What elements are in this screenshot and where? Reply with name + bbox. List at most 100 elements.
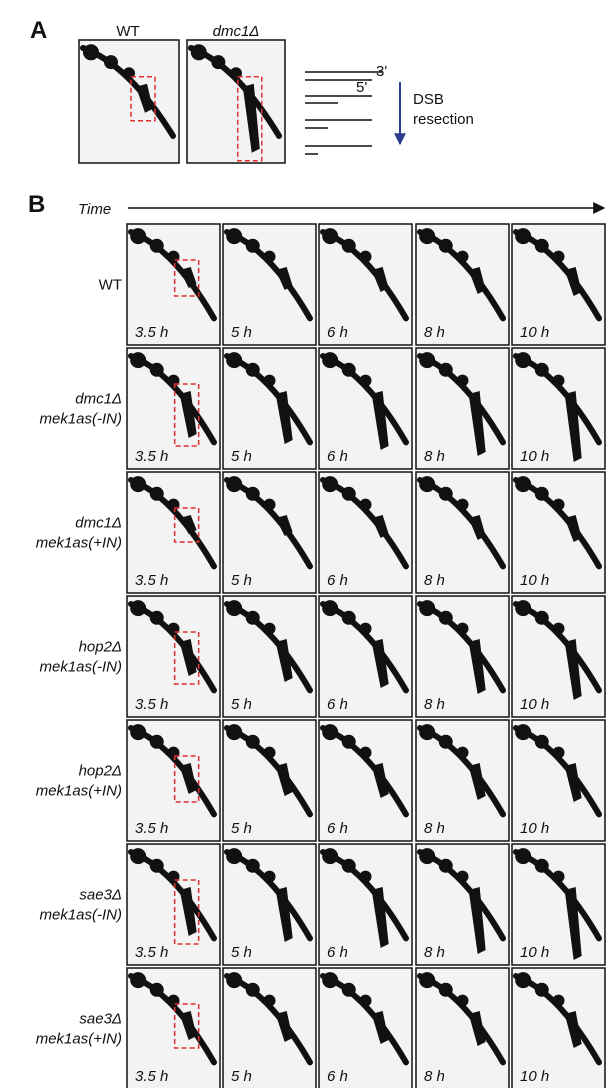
time-label: 3.5 h — [135, 572, 168, 589]
genotype-label: sae3Δ — [79, 1011, 122, 1028]
blot-spot — [457, 995, 469, 1007]
time-label: 8 h — [424, 820, 445, 837]
genotype-label: sae3Δ — [79, 887, 122, 904]
blot-spot — [130, 724, 146, 740]
blot-spot — [553, 871, 565, 883]
blot-spot — [246, 611, 260, 625]
blot-spot — [226, 228, 242, 244]
time-label: 5 h — [231, 820, 252, 837]
blot-spot — [130, 352, 146, 368]
blot-spot — [130, 848, 146, 864]
blot-spot — [342, 487, 356, 501]
blot-spot — [168, 251, 180, 263]
blot-spot — [457, 747, 469, 759]
blot-spot — [246, 859, 260, 873]
blot-spot — [515, 228, 531, 244]
genotype-label: mek1as(-IN) — [39, 907, 122, 924]
blot-spot — [322, 972, 338, 988]
blot-spot — [553, 251, 565, 263]
time-label: 10 h — [520, 696, 549, 713]
blot-spot — [246, 239, 260, 253]
blot-spot — [322, 476, 338, 492]
blot-spot — [535, 983, 549, 997]
blot-spot — [553, 375, 565, 387]
blot-spot — [360, 995, 372, 1007]
blot-spot — [264, 747, 276, 759]
blot-spot — [246, 487, 260, 501]
time-label: 10 h — [520, 1068, 549, 1085]
blot-spot — [130, 972, 146, 988]
blot-spot — [360, 871, 372, 883]
blot-spot — [264, 375, 276, 387]
genotype-label: mek1as(+IN) — [36, 783, 122, 800]
blot-spot — [168, 623, 180, 635]
blot-spot — [168, 747, 180, 759]
blot-spot — [342, 983, 356, 997]
time-label: 5 h — [231, 696, 252, 713]
time-label: 6 h — [327, 944, 348, 961]
blot-spot — [439, 735, 453, 749]
blot-spot — [246, 983, 260, 997]
arrow-label: resection — [413, 111, 474, 128]
blot-spot — [322, 724, 338, 740]
blot-spot — [535, 735, 549, 749]
blot-spot — [104, 55, 118, 69]
time-label: 10 h — [520, 324, 549, 341]
blot-label: dmc1Δ — [213, 23, 260, 40]
blot-spot — [457, 375, 469, 387]
time-label: 8 h — [424, 1068, 445, 1085]
end-label: 3' — [376, 63, 387, 80]
blot-spot — [226, 600, 242, 616]
blot-spot — [130, 228, 146, 244]
blot-spot — [419, 724, 435, 740]
blot-spot — [535, 859, 549, 873]
genotype-label: dmc1Δ — [75, 391, 122, 408]
blot-spot — [515, 352, 531, 368]
blot-spot — [168, 375, 180, 387]
time-label: 10 h — [520, 448, 549, 465]
blot-spot — [439, 487, 453, 501]
time-label: 6 h — [327, 448, 348, 465]
time-label: 8 h — [424, 448, 445, 465]
blot-spot — [130, 476, 146, 492]
figure: A WT dmc1Δ 3' 5' DSB resection B Time 3.… — [0, 0, 612, 1088]
blot — [187, 40, 285, 163]
blot-spot — [419, 476, 435, 492]
blot-spot — [515, 848, 531, 864]
end-label: 5' — [356, 79, 367, 96]
blot-spot — [360, 375, 372, 387]
genotype-label: mek1as(-IN) — [39, 659, 122, 676]
blot-spot — [535, 611, 549, 625]
panel-label: A — [30, 17, 47, 44]
blot-spot — [439, 983, 453, 997]
blot-spot — [150, 735, 164, 749]
blot-spot — [264, 871, 276, 883]
resection-diagram — [305, 72, 400, 154]
arrow-label: DSB — [413, 91, 444, 108]
time-label: 5 h — [231, 944, 252, 961]
blot-spot — [553, 995, 565, 1007]
blot-spot — [322, 228, 338, 244]
blot-spot — [553, 747, 565, 759]
blot-spot — [439, 363, 453, 377]
page: A WT dmc1Δ 3' 5' DSB resection B Time 3.… — [0, 0, 612, 1088]
blot-spot — [150, 487, 164, 501]
blot-spot — [535, 239, 549, 253]
genotype-label: hop2Δ — [79, 639, 122, 656]
blot-spot — [360, 623, 372, 635]
blot-spot — [246, 363, 260, 377]
time-label: 5 h — [231, 1068, 252, 1085]
time-label: 6 h — [327, 696, 348, 713]
blot-spot — [535, 363, 549, 377]
time-label: 3.5 h — [135, 1068, 168, 1085]
blot-spot — [419, 228, 435, 244]
blot-spot — [168, 995, 180, 1007]
blot-spot — [226, 352, 242, 368]
blot-spot — [515, 600, 531, 616]
blot-label: WT — [116, 23, 139, 40]
time-label: 3.5 h — [135, 820, 168, 837]
blot-spot — [457, 251, 469, 263]
blot-spot — [150, 363, 164, 377]
time-label: 5 h — [231, 448, 252, 465]
blot-spot — [419, 972, 435, 988]
